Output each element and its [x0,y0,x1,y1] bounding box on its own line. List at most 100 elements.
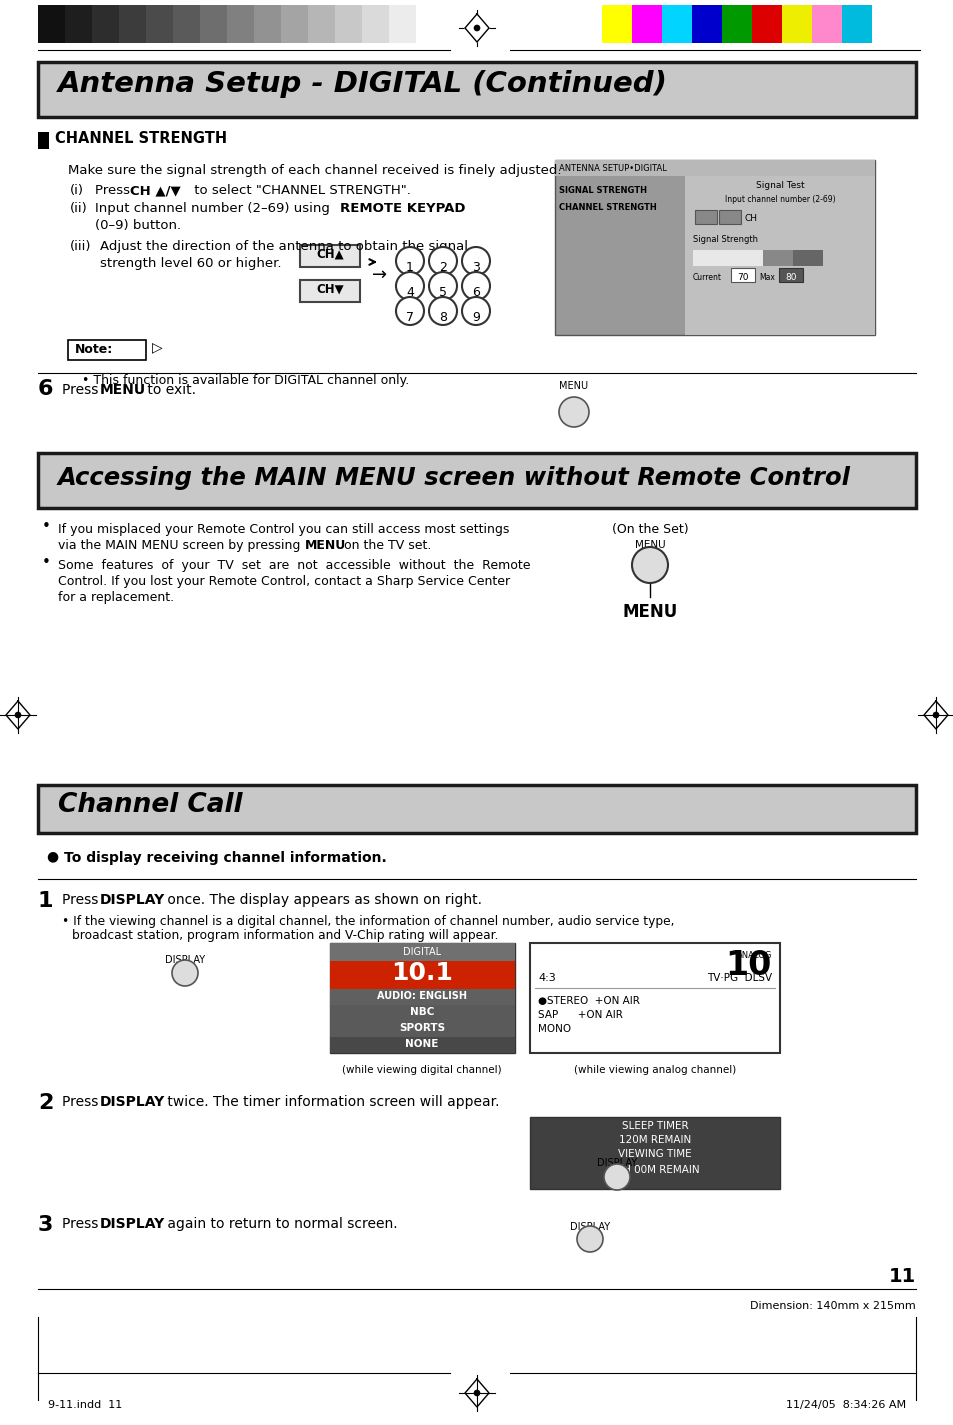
Text: • If the viewing channel is a digital channel, the information of channel number: • If the viewing channel is a digital ch… [62,915,674,928]
Text: CHANNEL STRENGTH: CHANNEL STRENGTH [558,202,656,212]
Text: 3: 3 [472,261,479,274]
Text: Max: Max [759,274,774,282]
Bar [253,6,281,43]
Bar [330,1020,515,1037]
Circle shape [172,960,198,986]
Text: 4: 4 [406,285,414,298]
Text: Note:: Note: [75,343,113,356]
Text: (0–9) button.: (0–9) button. [95,219,181,232]
Text: •: • [42,554,51,570]
Circle shape [429,272,456,301]
Text: (while viewing digital channel): (while viewing digital channel) [342,1064,501,1074]
Text: 1: 1 [38,891,53,911]
Text: 80: 80 [784,274,796,282]
Bar [330,960,515,989]
Bar [119,6,146,43]
Text: CH▼: CH▼ [315,284,343,296]
Text: strength level 60 or higher.: strength level 60 or higher. [100,256,281,269]
Text: 10.1: 10.1 [391,960,453,985]
Text: DISPLAY: DISPLAY [100,1217,165,1231]
Text: CH▲: CH▲ [315,248,343,261]
Bar [730,268,754,282]
Circle shape [474,1389,479,1396]
Text: ▷: ▷ [152,341,162,353]
Bar [330,943,515,1053]
Bar [38,6,65,43]
Text: 3: 3 [38,1216,53,1235]
Text: ANTENNA SETUP•DIGITAL: ANTENNA SETUP•DIGITAL [558,164,666,172]
Bar [416,6,442,43]
Text: MENU: MENU [305,539,346,551]
Polygon shape [6,701,30,730]
Text: DISPLAY: DISPLAY [165,955,205,965]
Bar [684,177,874,335]
Text: MENU: MENU [100,383,146,398]
Circle shape [558,398,588,428]
Bar [38,785,915,834]
Text: •: • [42,519,51,534]
Circle shape [461,247,490,275]
Text: REMOTE KEYPAD: REMOTE KEYPAD [339,202,465,215]
Text: 70: 70 [737,274,748,282]
Text: Current: Current [692,274,721,282]
Text: Antenna Setup - DIGITAL (Continued): Antenna Setup - DIGITAL (Continued) [58,70,667,98]
Text: DISPLAY: DISPLAY [569,1223,609,1233]
Bar [555,160,874,177]
Text: 9-11.indd  11: 9-11.indd 11 [48,1399,122,1409]
Text: MENU: MENU [621,603,677,621]
Text: for a replacement.: for a replacement. [58,591,174,604]
Text: DISPLAY: DISPLAY [100,893,165,906]
Text: VIEWING TIME: VIEWING TIME [618,1149,691,1159]
Text: →: → [372,266,387,284]
Bar [330,1005,515,1020]
Text: via the MAIN MENU screen by pressing: via the MAIN MENU screen by pressing [58,539,304,551]
Text: again to return to normal screen.: again to return to normal screen. [163,1217,397,1231]
Circle shape [461,296,490,325]
Bar [38,63,915,117]
Bar [841,6,871,43]
Text: (iii): (iii) [70,239,91,254]
Circle shape [395,247,423,275]
Text: CHANNEL STRENGTH: CHANNEL STRENGTH [55,131,227,145]
Text: ●: ● [46,849,58,864]
Text: MENU: MENU [634,540,664,550]
Polygon shape [923,701,947,730]
Text: to exit.: to exit. [143,383,195,398]
Bar [751,6,781,43]
Text: Press: Press [62,1217,103,1231]
Circle shape [395,296,423,325]
Bar [530,1117,780,1188]
Bar [91,6,119,43]
Text: Some  features  of  your  TV  set  are  not  accessible  without  the  Remote: Some features of your TV set are not acc… [58,559,530,571]
Text: 10H 00M REMAIN: 10H 00M REMAIN [610,1166,700,1176]
Bar [631,6,661,43]
Text: DISPLAY: DISPLAY [597,1159,637,1168]
Text: Accessing the MAIN MENU screen without Remote Control: Accessing the MAIN MENU screen without R… [58,466,850,490]
Bar [811,6,841,43]
Circle shape [932,712,938,718]
Bar [330,943,515,960]
Text: Signal Test: Signal Test [755,181,803,190]
Bar [68,341,146,361]
Text: 10: 10 [725,949,771,982]
Text: 120M REMAIN: 120M REMAIN [618,1134,690,1146]
Text: TV·PG  DLSV: TV·PG DLSV [706,973,771,983]
Bar [389,6,416,43]
Text: Press: Press [62,383,103,398]
Text: (ii): (ii) [70,202,88,215]
Text: • This function is available for DIGITAL channel only.: • This function is available for DIGITAL… [82,373,409,388]
Text: CH: CH [744,214,758,222]
Text: Signal Strength: Signal Strength [692,235,758,244]
Text: Press: Press [95,184,134,197]
Text: (while viewing analog channel): (while viewing analog channel) [574,1064,736,1074]
Text: Dimension: 140mm x 215mm: Dimension: 140mm x 215mm [749,1301,915,1311]
Bar [299,245,359,266]
Bar [146,6,172,43]
Bar [781,6,811,43]
Text: (i): (i) [70,184,84,197]
Text: NBC: NBC [410,1007,434,1017]
Text: SIGNAL STRENGTH: SIGNAL STRENGTH [558,187,646,195]
Text: 2: 2 [438,261,446,274]
Bar [299,279,359,302]
Bar [361,6,389,43]
